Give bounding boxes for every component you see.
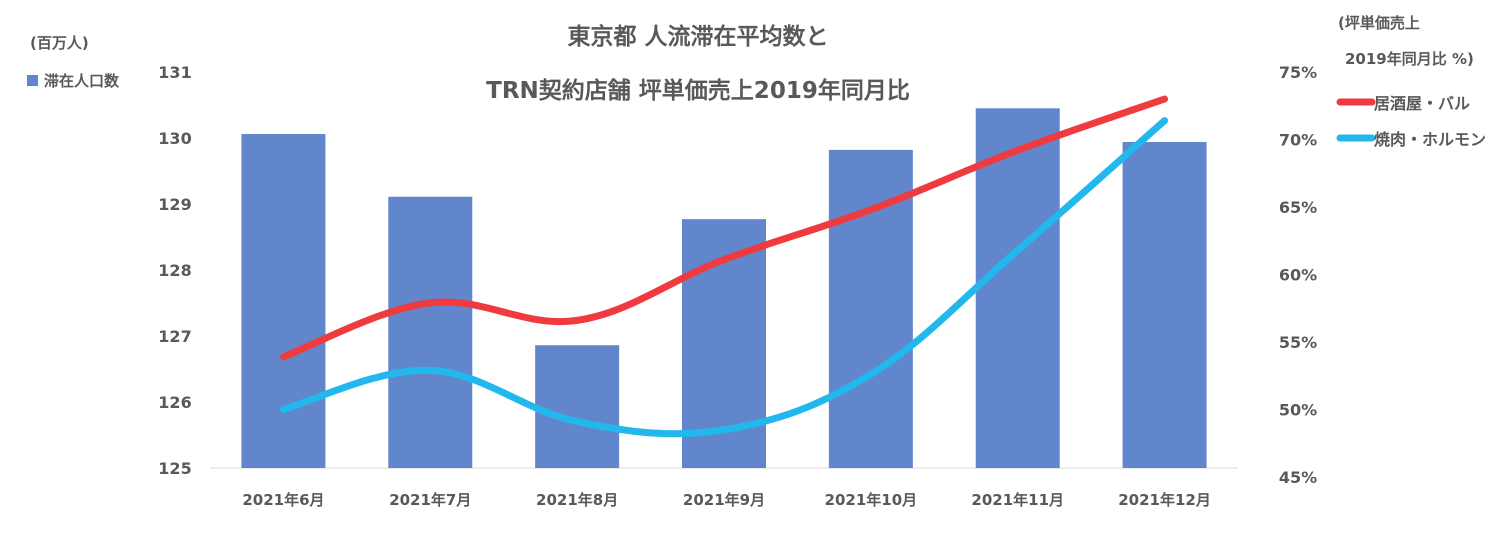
left-y-tick-label: 129 [158,195,191,214]
bar [241,134,326,469]
right-y-tick-label: 75% [1279,63,1317,82]
left-y-tick-label: 126 [158,393,191,412]
x-tick-label: 2021年11月 [971,491,1064,509]
right-y-tick-label: 65% [1279,198,1317,217]
legend-bar-label: 滞在人口数 [44,72,120,90]
right-axis-unit-line2: 2019年同月比 %) [1345,50,1474,68]
chart-title-line1: 東京都 人流滞在平均数と [567,23,828,50]
series-line [279,117,1169,438]
right-y-tick-label: 50% [1279,401,1317,420]
bar [388,196,473,469]
left-axis-unit: (百万人) [30,34,89,52]
left-y-tick-label: 125 [158,459,191,478]
bar [535,345,620,468]
right-y-tick-label: 55% [1279,333,1317,352]
x-tick-label: 2021年10月 [825,491,918,509]
bar [828,149,913,468]
chart-title-line2: TRN契約店舗 坪単価売上2019年同月比 [486,77,910,104]
series-line [279,95,1169,361]
right-axis-unit-line1: (坪単価売上 [1338,14,1420,32]
bar [975,108,1060,469]
left-y-tick-label: 131 [158,63,191,82]
left-y-tick-label: 127 [158,327,191,346]
x-tick-label: 2021年6月 [242,491,324,509]
legend-line-label: 焼肉・ホルモン [1374,130,1486,149]
x-tick-label: 2021年9月 [683,491,765,509]
x-tick-label: 2021年8月 [536,491,618,509]
left-y-tick-label: 128 [158,261,191,280]
legend-line-label: 居酒屋・バル [1374,94,1470,113]
x-tick-label: 2021年12月 [1118,491,1211,509]
right-y-tick-label: 70% [1279,131,1317,150]
right-y-tick-label: 60% [1279,266,1317,285]
x-tick-label: 2021年7月 [389,491,471,509]
right-y-tick-label: 45% [1279,468,1317,487]
left-y-tick-label: 130 [158,129,191,148]
bar [1122,141,1207,468]
legend-bar-swatch [27,75,38,86]
